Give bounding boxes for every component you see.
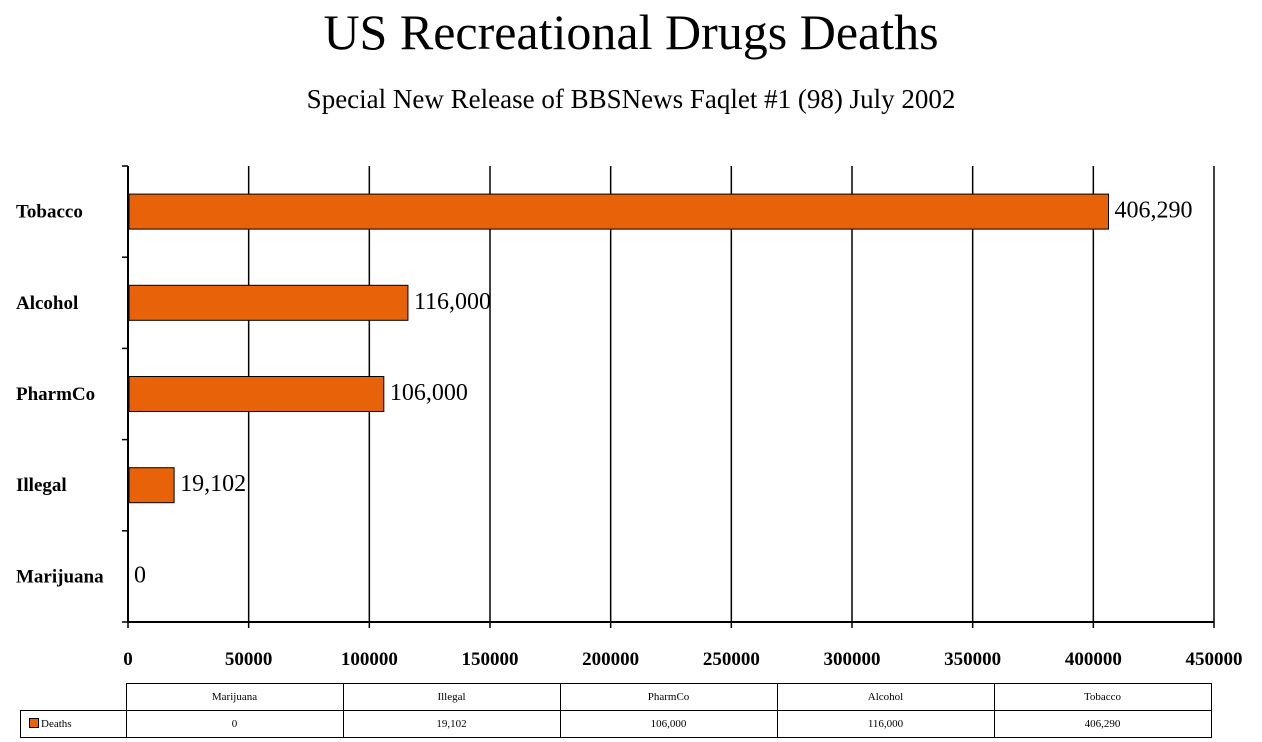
data-table-header-row: Marijuana Illegal PharmCo Alcohol Tobacc… <box>21 683 1212 711</box>
category-label: Tobacco <box>16 202 83 223</box>
data-label: 19,102 <box>180 471 246 497</box>
data-label: 116,000 <box>414 289 491 315</box>
data-table-header: Tobacco <box>993 683 1212 711</box>
x-tick-label: 250000 <box>703 649 760 670</box>
x-tick-label: 100000 <box>341 649 398 670</box>
chart-subtitle: Special New Release of BBSNews Faqlet #1… <box>306 84 956 114</box>
chart-title: US Recreational Drugs Deaths <box>323 4 939 60</box>
legend-label: Deaths <box>41 718 72 730</box>
x-tick-label: 400000 <box>1065 649 1122 670</box>
x-tick-label: 450000 <box>1186 649 1243 670</box>
data-table-cell: 0 <box>125 710 344 738</box>
x-tick-label: 50000 <box>225 649 273 670</box>
x-tick-label: 300000 <box>824 649 881 670</box>
data-table-header: Illegal <box>342 683 561 711</box>
data-table-cell: 106,000 <box>559 710 778 738</box>
category-label: Marijuana <box>16 566 104 587</box>
bar <box>128 467 175 504</box>
x-tick-label: 200000 <box>582 649 639 670</box>
category-label: PharmCo <box>16 384 95 405</box>
data-table-cell: 406,290 <box>993 710 1212 738</box>
data-label: 106,000 <box>390 380 468 406</box>
data-table-cell: 116,000 <box>776 710 995 738</box>
data-table-cell: 19,102 <box>342 710 561 738</box>
bar <box>128 193 1110 230</box>
legend-entry: Deaths <box>20 710 127 738</box>
legend-swatch-icon <box>29 718 39 728</box>
bar <box>128 284 409 321</box>
x-tick-label: 150000 <box>462 649 519 670</box>
x-tick-label: 0 <box>123 649 133 670</box>
x-tick-label: 350000 <box>944 649 1001 670</box>
data-table: Marijuana Illegal PharmCo Alcohol Tobacc… <box>20 683 1212 738</box>
data-label: 406,290 <box>1115 198 1193 224</box>
category-label: Illegal <box>16 475 67 496</box>
bar-chart: 0 50000 100000 150000 200000 250000 300000 3500… <box>16 165 1243 670</box>
data-table-header: Alcohol <box>776 683 995 711</box>
bar <box>128 376 385 412</box>
category-label: Alcohol <box>16 293 78 314</box>
data-table-corner <box>21 684 127 711</box>
data-table-header: PharmCo <box>559 683 778 711</box>
data-label: 0 <box>134 562 146 588</box>
data-table-header: Marijuana <box>125 683 344 711</box>
data-table-row: Deaths 0 19,102 106,000 116,000 406,290 <box>20 710 1212 738</box>
